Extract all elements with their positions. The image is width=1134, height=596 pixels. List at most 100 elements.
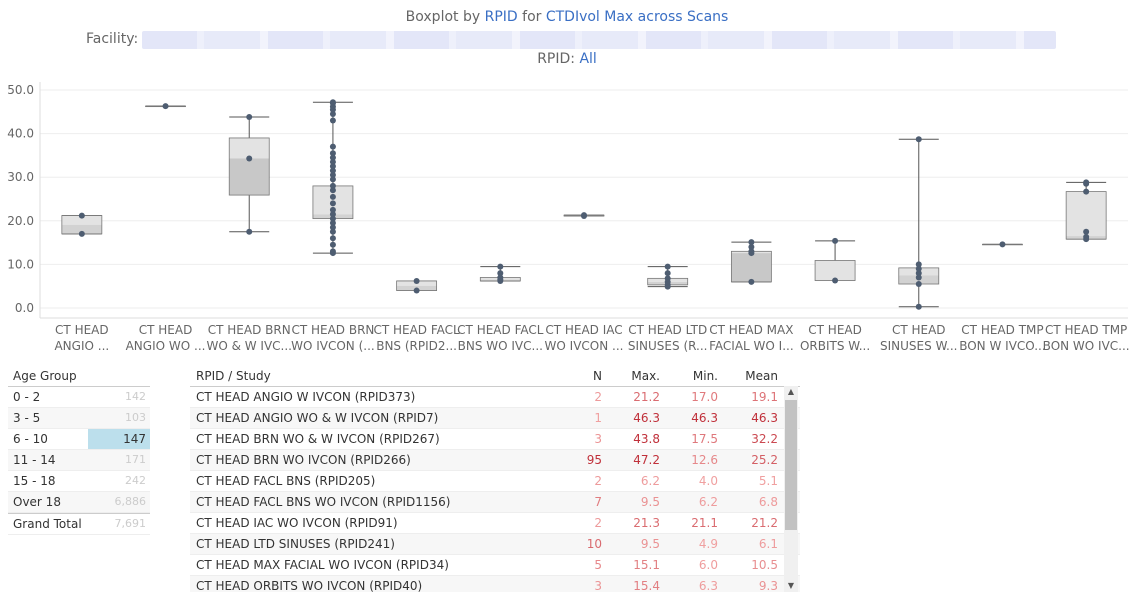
data-point[interactable] [329,172,336,179]
title-measure-link[interactable]: CTDIvol Max across Scans [545,9,729,25]
data-point[interactable] [329,228,336,235]
rpid-table-row[interactable]: CT HEAD BRN WO & W IVCON (RPID267) 3 43.8 1… [190,429,800,450]
age-grand-total-row[interactable]: Grand Total 7,691 [8,513,150,535]
rpid-table-row[interactable]: CT HEAD LTD SINUSES (RPID241) 10 9.5 4.9 6.1 [190,534,800,555]
table-scrollbar[interactable]: ▲ ▼ [784,386,798,592]
data-point[interactable] [329,99,336,106]
data-point[interactable] [329,200,336,207]
rpid-table-row[interactable]: CT HEAD IAC WO IVCON (RPID91) 2 21.3 21.1 21… [190,513,800,534]
data-point[interactable] [329,248,336,255]
header-max[interactable]: Max. [631,369,660,383]
data-point[interactable] [329,110,336,117]
box-group[interactable] [228,114,270,235]
x-category-label: CT HEAD BRN [291,323,374,337]
data-point[interactable] [581,212,587,219]
data-point[interactable] [915,281,922,288]
data-point[interactable] [1083,179,1090,186]
data-point[interactable] [413,287,420,294]
box-group[interactable] [730,239,772,285]
header-min[interactable]: Min. [692,369,718,383]
data-point[interactable] [329,143,336,150]
age-group-row[interactable]: 6 - 10 147 [8,429,150,450]
box-group[interactable] [647,263,689,290]
data-point[interactable] [748,248,755,255]
age-group-row[interactable]: 0 - 2 142 [8,387,150,408]
data-point[interactable] [999,241,1006,248]
age-group-row[interactable]: Over 18 6,886 [8,492,150,513]
rpid-table-row[interactable]: CT HEAD FACL BNS (RPID205) 2 6.2 4.0 5.1 [190,471,800,492]
data-point[interactable] [915,274,922,281]
data-point[interactable] [329,150,336,157]
data-point[interactable] [329,158,336,165]
rpid-table-row[interactable]: CT HEAD ORBITS WO IVCON (RPID40) 3 15.4 6.3… [190,576,800,592]
rpid-table-row[interactable]: CT HEAD ANGIO WO & W IVCON (RPID7) 1 46.3 4… [190,408,800,429]
rpid-table-row[interactable]: CT HEAD MAX FACIAL WO IVCON (RPID34) 5 15.… [190,555,800,576]
box-group[interactable] [61,212,103,237]
scroll-up-icon[interactable]: ▲ [787,387,795,396]
box-group[interactable] [563,212,605,220]
scroll-thumb[interactable] [785,400,797,530]
data-point[interactable] [329,235,336,242]
data-point[interactable] [915,261,922,268]
age-group-row[interactable]: 3 - 5 103 [8,408,150,429]
header-study[interactable]: RPID / Study [196,369,271,383]
data-point[interactable] [497,270,504,277]
data-point[interactable] [329,206,336,213]
data-point[interactable] [413,277,420,284]
data-point[interactable] [329,215,336,222]
data-point[interactable] [915,270,922,277]
data-point[interactable] [329,219,336,226]
data-point[interactable] [832,277,839,284]
data-point[interactable] [748,243,755,250]
box-group[interactable] [479,263,521,284]
data-point[interactable] [329,163,336,170]
age-group-row[interactable]: 15 - 18 242 [8,471,150,492]
data-point[interactable] [664,270,671,277]
data-point[interactable] [748,239,755,246]
header-n[interactable]: N [593,369,602,383]
data-point[interactable] [915,136,922,143]
header-mean[interactable]: Mean [745,369,778,383]
data-point[interactable] [1083,228,1090,235]
data-point[interactable] [78,230,85,237]
rpid-table-row[interactable]: CT HEAD BRN WO IVCON (RPID266) 95 47.2 12.6… [190,450,800,471]
data-point[interactable] [329,241,336,248]
data-point[interactable] [329,224,336,231]
box-group[interactable] [814,237,856,284]
data-point[interactable] [329,211,336,218]
data-point[interactable] [329,187,336,194]
data-point[interactable] [329,117,336,124]
data-point[interactable] [246,114,253,121]
data-point[interactable] [664,275,671,282]
data-point[interactable] [162,103,169,110]
rpid-table-row[interactable]: CT HEAD ANGIO W IVCON (RPID373) 2 21.2 17.0… [190,387,800,408]
box-group[interactable] [1065,179,1107,243]
box-group[interactable] [312,99,354,257]
data-point[interactable] [915,265,922,272]
data-point[interactable] [664,263,671,270]
box-group[interactable] [396,277,438,294]
age-group-row[interactable]: 11 - 14 171 [8,450,150,471]
data-point[interactable] [1083,233,1090,240]
data-point[interactable] [329,154,336,161]
data-point[interactable] [832,237,839,244]
data-point[interactable] [748,278,755,285]
data-point[interactable] [1083,188,1090,195]
title-rpid-link[interactable]: RPID [484,9,518,25]
data-point[interactable] [246,228,253,235]
box-group[interactable] [898,136,940,310]
data-point[interactable] [329,182,336,189]
rpid-table-row[interactable]: CT HEAD FACL BNS WO IVCON (RPID1156) 7 9.5… [190,492,800,513]
data-point[interactable] [497,263,504,270]
data-point[interactable] [915,303,922,310]
scroll-down-icon[interactable]: ▼ [787,581,795,590]
data-point[interactable] [329,176,336,183]
data-point[interactable] [329,167,336,174]
box-group[interactable] [982,241,1023,248]
data-point[interactable] [246,155,253,162]
rpid-filter-value[interactable]: All [579,51,597,67]
data-point[interactable] [497,274,504,281]
box-group[interactable] [145,103,186,110]
data-point[interactable] [78,212,85,219]
data-point[interactable] [329,193,336,200]
